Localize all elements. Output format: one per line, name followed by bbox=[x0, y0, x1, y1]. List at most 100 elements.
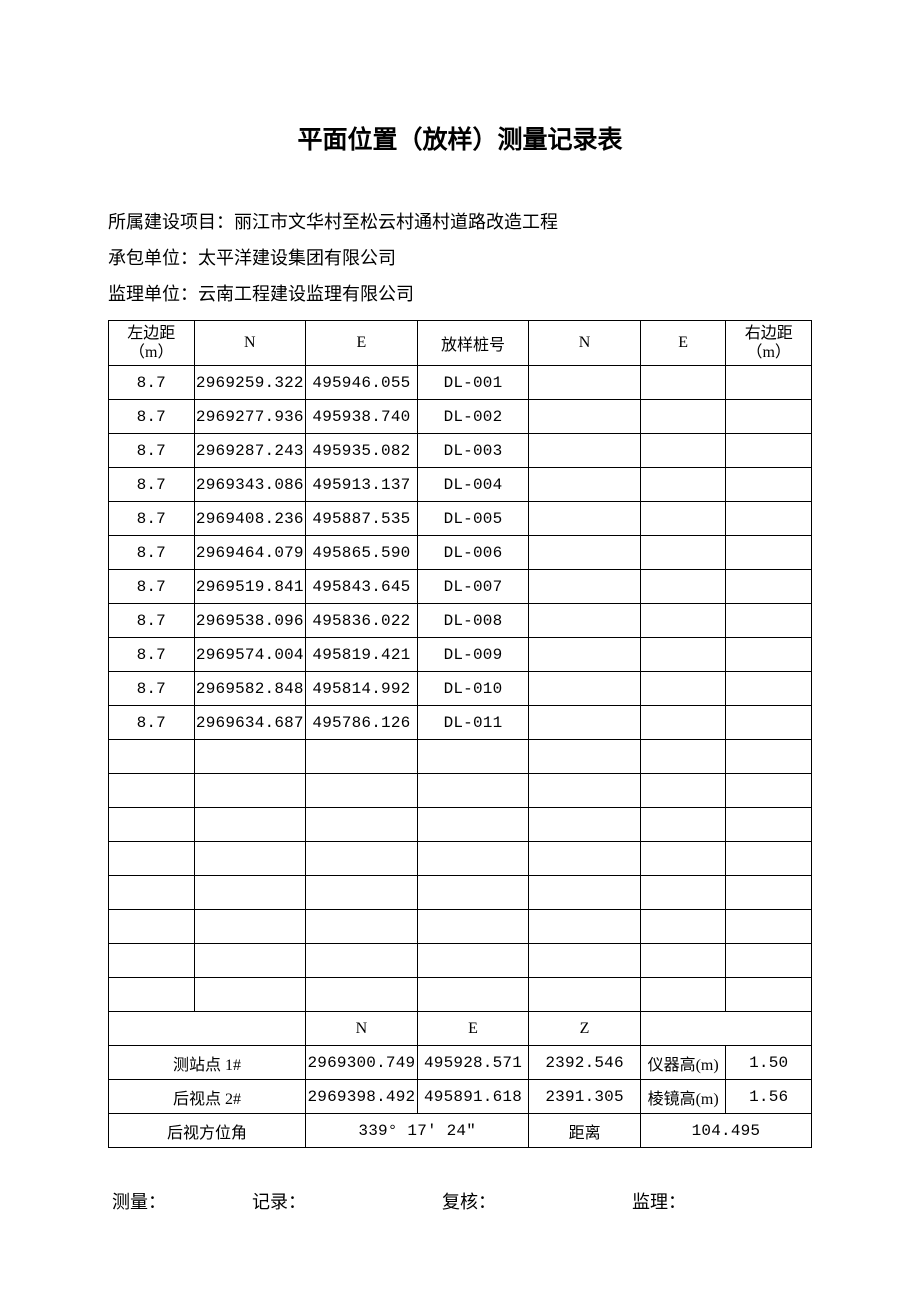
cell-stake bbox=[417, 910, 529, 944]
prism-h-value: 1.56 bbox=[726, 1080, 812, 1114]
cell-n1 bbox=[194, 978, 306, 1012]
col-n-label: N bbox=[306, 1012, 418, 1046]
cell-n1 bbox=[194, 774, 306, 808]
cell-right-dist bbox=[726, 706, 812, 740]
cell-left-dist: 8.7 bbox=[109, 434, 195, 468]
cell-n1 bbox=[194, 944, 306, 978]
cell-left-dist bbox=[109, 808, 195, 842]
table-row: 8.72969464.079495865.590DL-006 bbox=[109, 536, 812, 570]
cell-right-dist bbox=[726, 604, 812, 638]
cell-e2 bbox=[640, 740, 726, 774]
table-row bbox=[109, 740, 812, 774]
cell-n2 bbox=[529, 876, 641, 910]
col-n1: N bbox=[194, 321, 306, 366]
cell-right-dist bbox=[726, 808, 812, 842]
nez-header-row: N E Z bbox=[109, 1012, 812, 1046]
table-row bbox=[109, 808, 812, 842]
cell-n1: 2969343.086 bbox=[194, 468, 306, 502]
cell-n1: 2969634.687 bbox=[194, 706, 306, 740]
cell-stake bbox=[417, 944, 529, 978]
cell-stake bbox=[417, 808, 529, 842]
cell-e1: 495946.055 bbox=[306, 366, 418, 400]
cell-e1: 495865.590 bbox=[306, 536, 418, 570]
backsight2-label: 后视点 2# bbox=[109, 1080, 306, 1114]
cell-left-dist bbox=[109, 978, 195, 1012]
cell-stake: DL-003 bbox=[417, 434, 529, 468]
cell-n2 bbox=[529, 434, 641, 468]
cell-right-dist bbox=[726, 468, 812, 502]
table-row: 8.72969343.086495913.137DL-004 bbox=[109, 468, 812, 502]
cell-e2 bbox=[640, 944, 726, 978]
cell-right-dist bbox=[726, 570, 812, 604]
col-right-dist: 右边距 （m） bbox=[726, 321, 812, 366]
table-row bbox=[109, 774, 812, 808]
cell-e1 bbox=[306, 978, 418, 1012]
cell-n2 bbox=[529, 706, 641, 740]
cell-e2 bbox=[640, 808, 726, 842]
cell-stake: DL-008 bbox=[417, 604, 529, 638]
contractor-value: 太平洋建设集团有限公司 bbox=[198, 248, 396, 268]
cell-e1: 495913.137 bbox=[306, 468, 418, 502]
sig-record: 记录： bbox=[252, 1188, 442, 1214]
project-label: 所属建设项目： bbox=[108, 212, 234, 232]
cell-n2 bbox=[529, 400, 641, 434]
cell-n2 bbox=[529, 672, 641, 706]
cell-e1: 495935.082 bbox=[306, 434, 418, 468]
cell-e2 bbox=[640, 604, 726, 638]
supervisor-label: 监理单位： bbox=[108, 284, 198, 304]
survey-table: 左边距 （m） N E 放样桩号 N E 右边距 （m） 8.72969259.… bbox=[108, 320, 812, 1148]
sig-measure: 测量： bbox=[112, 1188, 252, 1214]
station1-z: 2392.546 bbox=[529, 1046, 641, 1080]
backsight2-e: 495891.618 bbox=[417, 1080, 529, 1114]
table-row bbox=[109, 910, 812, 944]
table-header-row: 左边距 （m） N E 放样桩号 N E 右边距 （m） bbox=[109, 321, 812, 366]
cell-n1 bbox=[194, 842, 306, 876]
cell-stake bbox=[417, 842, 529, 876]
cell-n2 bbox=[529, 842, 641, 876]
cell-right-dist bbox=[726, 434, 812, 468]
cell-n2 bbox=[529, 604, 641, 638]
col-e-label: E bbox=[417, 1012, 529, 1046]
cell-n2 bbox=[529, 978, 641, 1012]
cell-n2 bbox=[529, 808, 641, 842]
station1-e: 495928.571 bbox=[417, 1046, 529, 1080]
col-z-label: Z bbox=[529, 1012, 641, 1046]
cell-n1: 2969259.322 bbox=[194, 366, 306, 400]
cell-n1 bbox=[194, 910, 306, 944]
cell-e2 bbox=[640, 842, 726, 876]
cell-n1 bbox=[194, 808, 306, 842]
cell-e1: 495938.740 bbox=[306, 400, 418, 434]
cell-left-dist: 8.7 bbox=[109, 400, 195, 434]
table-row: 8.72969574.004495819.421DL-009 bbox=[109, 638, 812, 672]
backsight2-z: 2391.305 bbox=[529, 1080, 641, 1114]
cell-e2 bbox=[640, 468, 726, 502]
distance-value: 104.495 bbox=[640, 1114, 811, 1148]
cell-stake: DL-011 bbox=[417, 706, 529, 740]
bs-azimuth-value: 339° 17′ 24″ bbox=[306, 1114, 529, 1148]
cell-stake: DL-004 bbox=[417, 468, 529, 502]
cell-e1: 495836.022 bbox=[306, 604, 418, 638]
sig-review: 复核： bbox=[442, 1188, 632, 1214]
cell-n1: 2969538.096 bbox=[194, 604, 306, 638]
cell-n2 bbox=[529, 366, 641, 400]
cell-e2 bbox=[640, 570, 726, 604]
bs-azimuth-label: 后视方位角 bbox=[109, 1114, 306, 1148]
cell-right-dist bbox=[726, 502, 812, 536]
cell-n2 bbox=[529, 774, 641, 808]
station1-row: 测站点 1# 2969300.749 495928.571 2392.546 仪… bbox=[109, 1046, 812, 1080]
cell-stake bbox=[417, 876, 529, 910]
cell-e2 bbox=[640, 638, 726, 672]
cell-n1: 2969464.079 bbox=[194, 536, 306, 570]
backsight2-row: 后视点 2# 2969398.492 495891.618 2391.305 棱… bbox=[109, 1080, 812, 1114]
table-row: 8.72969519.841495843.645DL-007 bbox=[109, 570, 812, 604]
cell-left-dist: 8.7 bbox=[109, 706, 195, 740]
cell-right-dist bbox=[726, 978, 812, 1012]
cell-left-dist: 8.7 bbox=[109, 468, 195, 502]
cell-stake bbox=[417, 774, 529, 808]
cell-e2 bbox=[640, 536, 726, 570]
cell-stake: DL-010 bbox=[417, 672, 529, 706]
cell-e2 bbox=[640, 910, 726, 944]
cell-e2 bbox=[640, 434, 726, 468]
cell-right-dist bbox=[726, 774, 812, 808]
cell-right-dist bbox=[726, 876, 812, 910]
